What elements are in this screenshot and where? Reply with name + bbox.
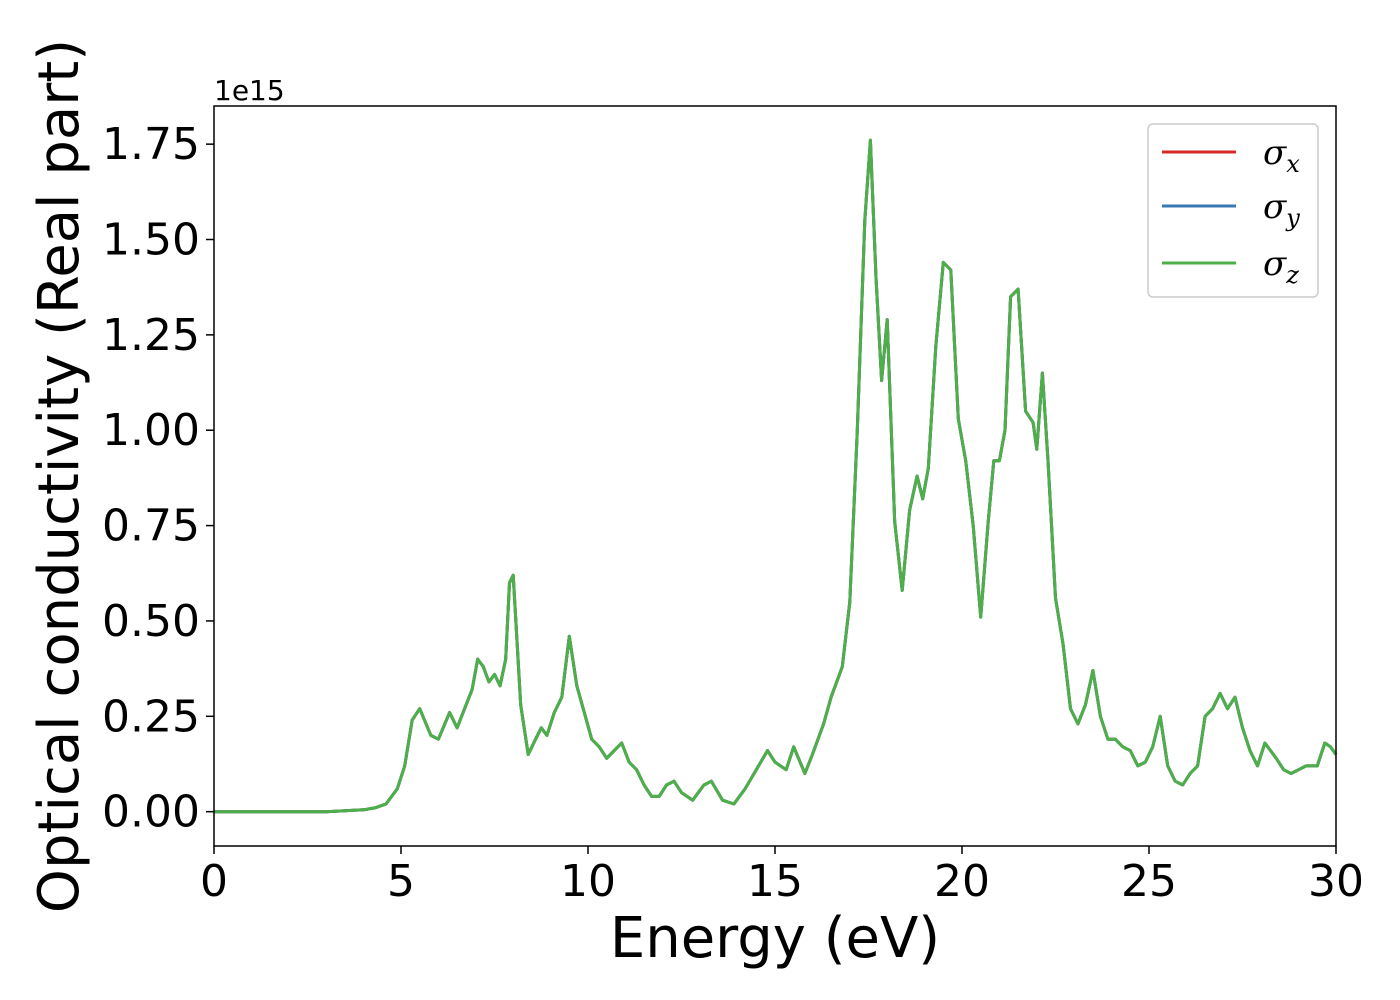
x-tick-label: 15: [747, 856, 803, 907]
x-tick-label: 0: [200, 856, 228, 907]
y-tick-label: 0.25: [102, 691, 200, 742]
legend-label-sigma-y: σy: [1263, 187, 1300, 232]
x-tick-label: 30: [1308, 856, 1364, 907]
y-tick-label: 1.00: [102, 405, 200, 456]
x-tick-label: 5: [387, 856, 415, 907]
y-tick-label: 1.50: [102, 215, 200, 266]
series-line-sigma-z: [214, 138, 1338, 814]
legend-label-sigma-z: σz: [1263, 244, 1299, 289]
y-tick-label: 0.00: [102, 787, 200, 838]
x-tick-label: 25: [1121, 856, 1177, 907]
y-axis-ticks: 0.00 0.25 0.50 0.75 1.00 1.25 1.50 1.75: [102, 119, 214, 838]
series-lines: [214, 138, 1338, 814]
y-offset-label: 1e15: [214, 74, 285, 107]
y-tick-label: 1.25: [102, 310, 200, 361]
legend: σx σy σz: [1147, 123, 1319, 298]
x-axis-ticks: 0 5 10 15 20 25 30: [200, 846, 1364, 907]
legend-frame: [1147, 123, 1319, 298]
y-tick-label: 1.75: [102, 119, 200, 170]
x-tick-label: 20: [934, 856, 990, 907]
y-tick-label: 0.75: [102, 501, 200, 552]
x-tick-label: 10: [560, 856, 616, 907]
y-tick-label: 0.50: [102, 596, 200, 647]
x-axis-title: Energy (eV): [610, 906, 940, 971]
legend-label-sigma-x: σx: [1263, 133, 1300, 178]
y-axis-title: Optical conductivity (Real part): [27, 39, 92, 913]
